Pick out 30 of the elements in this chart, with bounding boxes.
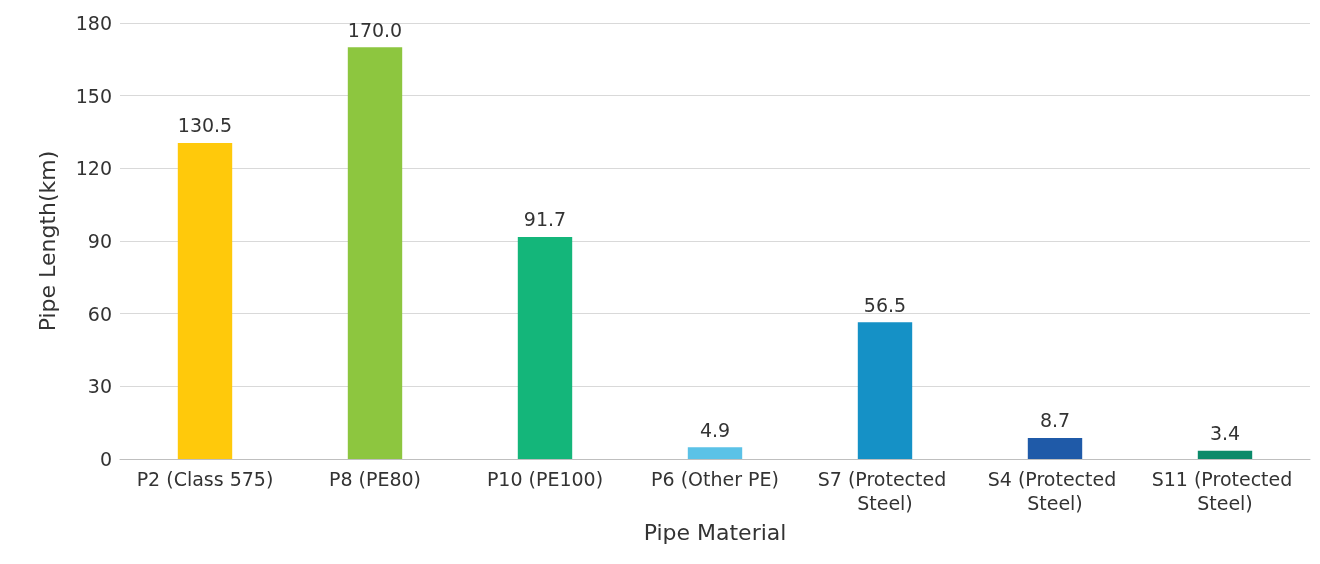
data-label: 8.7: [1039, 409, 1071, 432]
x-tick-label: P8 (PE80): [328, 468, 422, 490]
bar: [177, 142, 233, 459]
y-tick-label: 150: [75, 84, 112, 107]
bar: [517, 236, 573, 459]
x-tick-label: P2 (Class 575): [136, 468, 274, 490]
y-tick-label: 90: [87, 230, 112, 252]
y-tick-label: 180: [75, 12, 112, 34]
x-tick-label: P10 (PE100): [486, 468, 604, 490]
bar: [687, 447, 743, 459]
x-tick-label: S4 (Protected Steel): [987, 468, 1123, 514]
data-label: 3.4: [1209, 422, 1241, 445]
bar: [857, 322, 913, 459]
data-label: 4.9: [699, 418, 731, 441]
data-label: 170.0: [347, 18, 403, 41]
x-axis-title: Pipe Material: [643, 519, 787, 545]
x-tick-label: P6 (Other PE): [651, 468, 779, 490]
bar: [347, 47, 403, 459]
bar: [1197, 450, 1253, 459]
y-axis-title: Pipe Length(km): [34, 150, 60, 332]
x-tick-label: S11 (Protected Steel): [1151, 468, 1299, 514]
y-tick-label: 60: [87, 302, 112, 325]
bar: [1027, 437, 1083, 459]
y-tick-label: 120: [75, 157, 112, 180]
x-tick-label: S7 (Protected Steel): [817, 468, 953, 514]
y-tick-label: 0: [99, 448, 112, 470]
data-label: 91.7: [523, 208, 567, 231]
data-label: 56.5: [863, 293, 907, 316]
data-label: 130.5: [177, 114, 233, 137]
y-tick-label: 30: [87, 375, 112, 398]
